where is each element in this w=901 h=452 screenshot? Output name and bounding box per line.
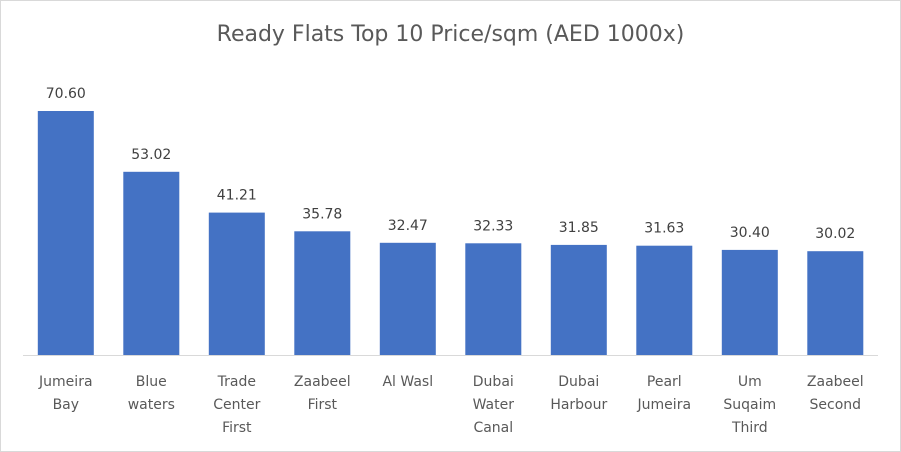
category-label-7-line-0: Pearl [647, 374, 682, 390]
category-label-7-line-1: Jumeira [637, 397, 691, 413]
category-label-5-line-2: Canal [473, 420, 513, 436]
category-label-0: Jumeira Bay [38, 374, 92, 413]
data-label-1: 53.02 [131, 147, 171, 163]
category-label-1-line-1: waters [128, 397, 175, 413]
category-label-9-line-1: Second [810, 397, 862, 413]
category-label-1: Blue waters [128, 374, 175, 413]
category-label-6-line-0: Dubai [558, 374, 599, 390]
data-label-8: 30.40 [730, 225, 770, 241]
category-label-5: Dubai Water Canal [473, 374, 515, 436]
bar-8 [721, 249, 778, 355]
data-label-3: 35.78 [302, 206, 342, 222]
bar-5 [465, 243, 522, 355]
category-label-2-line-0: Trade [217, 374, 256, 390]
category-label-9-line-0: Zaabeel [807, 374, 864, 390]
data-label-9: 30.02 [815, 226, 855, 242]
category-label-2-line-1: Center [213, 397, 260, 413]
bar-0 [37, 111, 94, 355]
bar-2 [208, 212, 265, 355]
category-label-0-line-0: Jumeira [38, 374, 92, 390]
data-label-6: 31.85 [559, 220, 599, 236]
category-label-5-line-1: Water [473, 397, 515, 413]
bar-9 [807, 251, 864, 355]
data-label-0: 70.60 [46, 86, 86, 102]
category-label-3: Zaabeel First [294, 374, 351, 413]
category-label-8-line-2: Third [731, 420, 768, 436]
data-label-5: 32.33 [473, 218, 513, 234]
category-label-8-line-1: Suqaim [723, 397, 776, 413]
data-label-7: 31.63 [644, 221, 684, 237]
category-label-9: Zaabeel Second [807, 374, 864, 413]
category-label-5-line-0: Dubai [473, 374, 514, 390]
data-label-4: 32.47 [388, 218, 428, 234]
bar-6 [550, 244, 607, 355]
bar-3 [294, 231, 351, 355]
category-label-0-line-1: Bay [53, 397, 79, 413]
chart-title: Ready Flats Top 10 Price/sqm (AED 1000x) [216, 22, 685, 47]
category-label-3-line-1: First [308, 397, 338, 413]
category-label-2-line-2: First [222, 420, 252, 436]
category-label-4-line-0: Al Wasl [382, 374, 433, 390]
category-label-2: Trade Center First [213, 374, 260, 436]
data-label-2: 41.21 [217, 188, 257, 204]
bar-7 [636, 245, 693, 355]
category-label-7: Pearl Jumeira [637, 374, 691, 413]
category-label-8: Um Suqaim Third [723, 374, 776, 436]
category-label-6-line-1: Harbour [550, 397, 607, 413]
category-label-8-line-0: Um [738, 374, 762, 390]
bar-4 [379, 242, 436, 355]
category-label-6: Dubai Harbour [550, 374, 607, 413]
category-label-3-line-0: Zaabeel [294, 374, 351, 390]
bar-1 [123, 171, 180, 355]
category-label-4: Al Wasl [382, 374, 433, 390]
category-label-1-line-0: Blue [136, 374, 167, 390]
